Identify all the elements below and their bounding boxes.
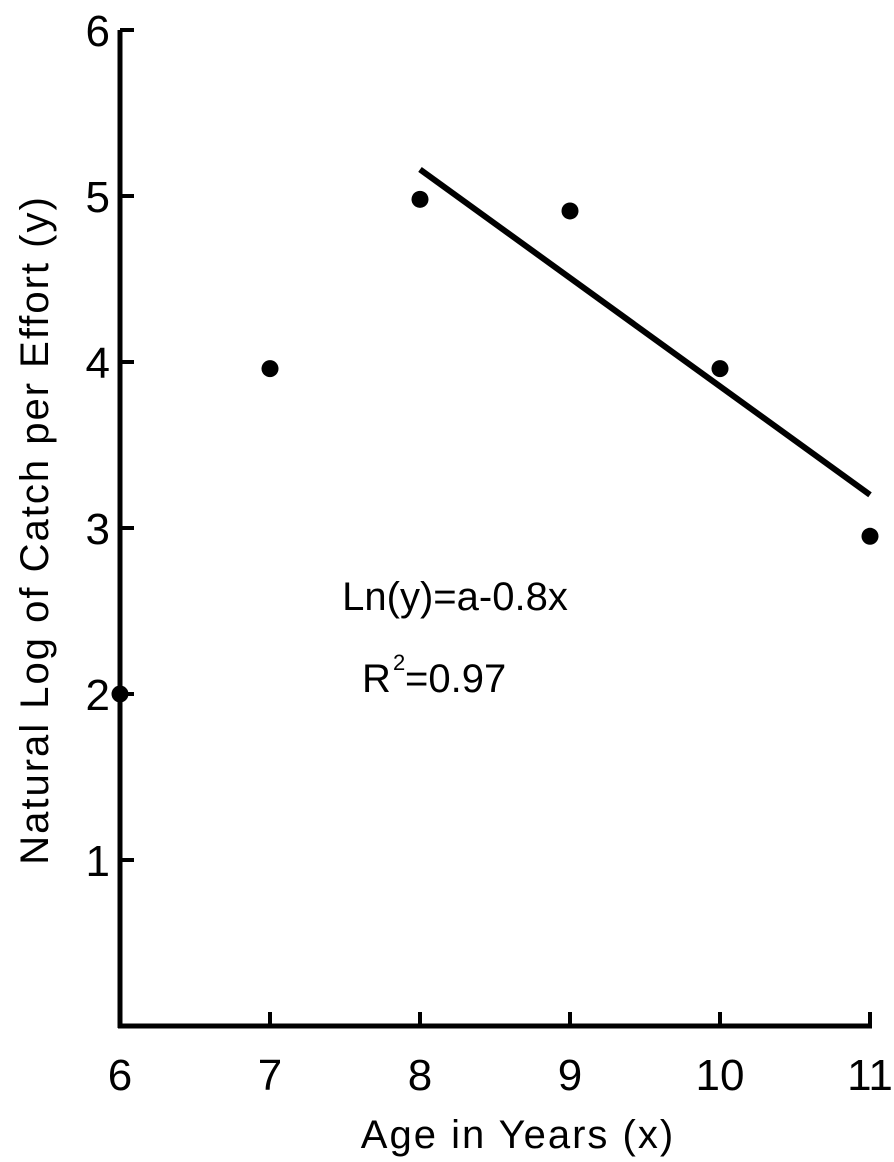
- y-tick-label: 1: [86, 837, 110, 886]
- x-tick-label: 10: [696, 1051, 745, 1100]
- data-point: [861, 527, 879, 545]
- y-tick-label: 4: [86, 339, 110, 388]
- x-axis-title: Age in Years (x): [361, 1113, 675, 1157]
- equation-annotation: Ln(y)=a-0.8x: [342, 575, 568, 619]
- fit-line-group: [418, 167, 872, 498]
- x-tick-label: 6: [108, 1051, 132, 1100]
- data-point: [111, 685, 129, 703]
- data-point: [711, 360, 729, 378]
- axes: [117, 30, 872, 1029]
- r2-annotation: R 2 =0.97: [362, 650, 506, 701]
- ticks: 1 2 3 4 5 6 6 7 8 9 10 11: [86, 7, 893, 1100]
- regression-line: [418, 167, 872, 498]
- data-point: [561, 202, 579, 220]
- points: [111, 190, 879, 703]
- x-tick-label: 8: [408, 1051, 432, 1100]
- r2-exponent: 2: [393, 650, 405, 675]
- y-tick-label: 2: [86, 671, 110, 720]
- y-tick-label: 6: [86, 7, 110, 56]
- data-point: [261, 360, 279, 378]
- y-tick-label: 5: [86, 173, 110, 222]
- r2-value: =0.97: [405, 657, 506, 701]
- r2-prefix: R: [362, 657, 391, 701]
- x-tick-label: 9: [558, 1051, 582, 1100]
- x-tick-label: 11: [847, 1051, 893, 1100]
- y-tick-label: 3: [86, 505, 110, 554]
- data-point: [411, 190, 429, 208]
- y-axis-title: Natural Log of Catch per Effort (y): [13, 195, 57, 865]
- x-tick-label: 7: [258, 1051, 282, 1100]
